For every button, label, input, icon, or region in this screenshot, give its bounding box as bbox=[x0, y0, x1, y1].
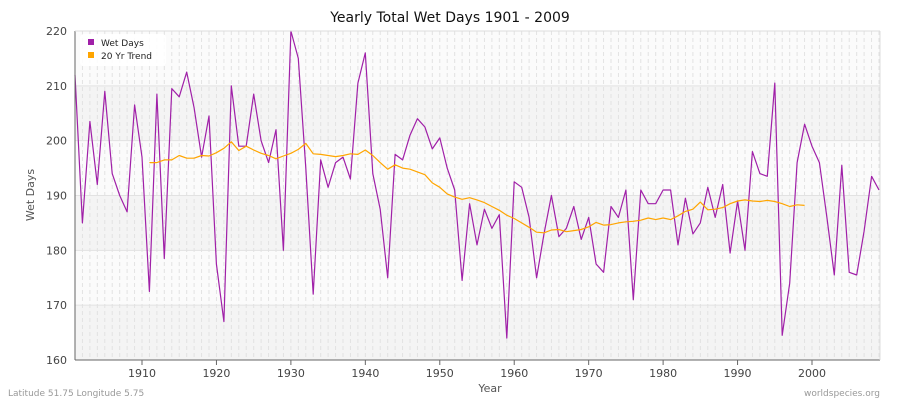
trend-line bbox=[149, 141, 805, 234]
wet-days-line bbox=[74, 30, 880, 339]
x-tick-label: 1920 bbox=[202, 367, 230, 380]
x-tick-label: 2000 bbox=[798, 367, 826, 380]
legend-box bbox=[80, 34, 166, 66]
legend-label-trend: 20 Yr Trend bbox=[101, 52, 152, 62]
legend-label-wet-days: Wet Days bbox=[101, 39, 144, 49]
x-tick-label: 1990 bbox=[724, 367, 752, 380]
x-tick-label: 1910 bbox=[128, 367, 156, 380]
y-tick-label: 200 bbox=[46, 135, 67, 148]
y-tick-label: 190 bbox=[46, 190, 67, 203]
chart-title: Yearly Total Wet Days 1901 - 2009 bbox=[329, 10, 570, 26]
y-tick-label: 210 bbox=[46, 80, 67, 93]
legend-swatch-trend bbox=[88, 52, 94, 58]
y-axis-label: Wet Days bbox=[24, 169, 37, 222]
y-tick-label: 160 bbox=[46, 354, 67, 367]
y-tick-label: 170 bbox=[46, 299, 67, 312]
x-tick-label: 1980 bbox=[649, 367, 677, 380]
x-tick-label: 1940 bbox=[351, 367, 379, 380]
legend: Wet Days 20 Yr Trend bbox=[80, 34, 166, 66]
source-label: worldspecies.org bbox=[804, 389, 880, 399]
location-label: Latitude 51.75 Longitude 5.75 bbox=[8, 389, 144, 399]
y-tick-label: 220 bbox=[46, 25, 67, 38]
x-tick-label: 1970 bbox=[575, 367, 603, 380]
x-tick-label: 1950 bbox=[426, 367, 454, 380]
x-axis-label: Year bbox=[477, 382, 502, 395]
x-tick-label: 1960 bbox=[500, 367, 528, 380]
legend-swatch-wet-days bbox=[88, 39, 94, 45]
y-tick-label: 180 bbox=[46, 244, 67, 257]
x-tick-label: 1930 bbox=[277, 367, 305, 380]
